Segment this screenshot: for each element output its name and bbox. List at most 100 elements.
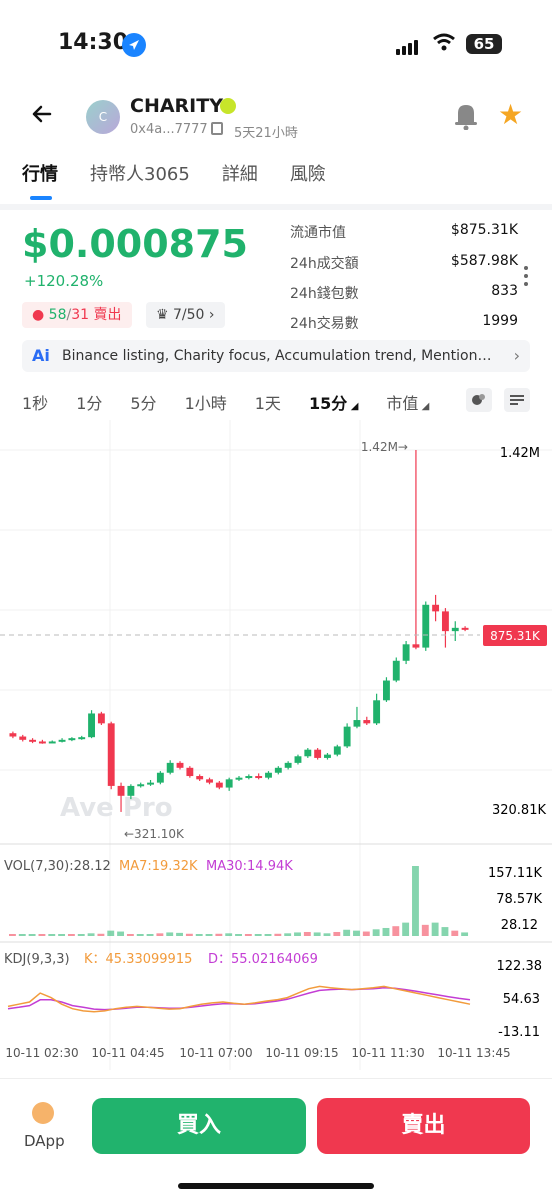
section-divider	[0, 204, 552, 210]
volume-bar	[18, 934, 26, 936]
volume-bar	[176, 932, 183, 936]
volume-bar	[235, 934, 242, 936]
candle-body	[353, 720, 361, 727]
battery-indicator: 65	[466, 34, 502, 54]
ai-icon: Ai	[32, 346, 50, 365]
interval-selector: 1秒 1分 5分 1小時 1天 15分 ◢ 市值 ◢	[22, 390, 457, 414]
candle-body	[225, 779, 233, 788]
volume-bar	[156, 933, 164, 936]
kdj-lines-group	[7, 985, 471, 1013]
tab-market[interactable]: 行情	[22, 164, 58, 185]
high-marker: 1.42M→	[361, 440, 408, 454]
copy-icon[interactable]	[211, 122, 223, 135]
candle-body	[324, 754, 331, 758]
candle-body	[9, 733, 17, 737]
candle-body	[196, 776, 204, 780]
candle-body	[206, 779, 213, 783]
tab-details[interactable]: 詳細	[221, 164, 258, 185]
volume-bar	[28, 934, 36, 936]
mode-mcap-label: 市值	[386, 394, 419, 413]
volume-bar	[372, 929, 380, 936]
token-name: CHARITY	[130, 95, 223, 117]
token-age: 5天21小時	[234, 126, 298, 141]
mode-mcap[interactable]: 市值 ◢	[386, 390, 429, 414]
volume-bar	[97, 933, 105, 936]
dapp-label[interactable]: DApp	[24, 1132, 65, 1150]
interval-1d[interactable]: 1天	[254, 394, 281, 413]
stat-label-volume: 24h成交額	[290, 256, 359, 272]
x-axis-label: 10-11 11:30	[351, 1046, 424, 1060]
volume-bar	[146, 934, 154, 936]
volume-bar	[126, 934, 134, 936]
vol-title: VOL(7,30):28.12	[4, 859, 111, 874]
favorite-star-icon[interactable]: ★	[498, 98, 524, 131]
ai-summary-bar[interactable]: Ai Binance listing, Charity focus, Accum…	[22, 340, 530, 372]
buy-count: 58	[48, 307, 67, 323]
bottom-bar-divider	[0, 1078, 552, 1079]
candle-body	[215, 782, 223, 788]
interval-15m[interactable]: 15分 ◢	[309, 390, 358, 414]
sell-suffix: 賣出	[93, 307, 122, 323]
candle-body	[48, 741, 56, 744]
candle-body	[107, 723, 115, 786]
chevron-right-icon: ›	[513, 346, 520, 365]
interval-5m[interactable]: 5分	[130, 394, 157, 413]
chevron-right-icon: ›	[208, 307, 215, 323]
volume-bar	[48, 934, 56, 936]
current-price-tag-label: 875.31K	[490, 629, 541, 643]
vol-tick-mid: 78.57K	[496, 892, 542, 907]
interval-1m[interactable]: 1分	[76, 394, 103, 413]
candle-body	[117, 785, 125, 796]
volume-bar	[225, 933, 233, 936]
current-price: $0.000875	[22, 222, 248, 266]
volume-bar	[333, 931, 341, 936]
bell-icon[interactable]	[452, 100, 480, 134]
dapp-icon[interactable]	[32, 1102, 54, 1124]
interval-1h[interactable]: 1小時	[184, 394, 227, 413]
buy-button[interactable]: 買入	[92, 1098, 306, 1154]
indicator-toggle-icon[interactable]	[466, 388, 492, 412]
volume-bar	[402, 922, 410, 936]
volume-bar	[284, 933, 292, 936]
candle-body	[245, 776, 253, 779]
sell-button[interactable]: 賣出	[317, 1098, 530, 1154]
candle-body	[38, 741, 46, 744]
low-marker: ←321.10K	[124, 827, 185, 841]
candle-body	[58, 739, 66, 742]
volume-bar	[274, 933, 282, 936]
back-arrow-icon[interactable]	[28, 100, 56, 128]
candle-body	[392, 660, 400, 681]
volume-bar	[323, 933, 331, 936]
volume-bar	[412, 866, 419, 936]
y-axis-min: 320.81K	[492, 803, 546, 818]
tab-risk[interactable]: 風險	[289, 164, 326, 185]
candles-group	[9, 450, 469, 812]
interval-1s[interactable]: 1秒	[22, 394, 49, 413]
volume-bars-group	[9, 866, 469, 936]
chart-settings-icon[interactable]	[504, 388, 530, 412]
more-vertical-icon[interactable]	[524, 266, 530, 290]
tab-active-indicator	[30, 196, 52, 200]
token-address[interactable]: 0x4a...7777	[130, 122, 208, 137]
candle-body	[156, 772, 164, 783]
candle-body	[29, 739, 37, 742]
candle-body	[373, 700, 381, 724]
token-avatar: C	[86, 100, 120, 134]
sell-count: 31	[71, 307, 90, 323]
buy-sell-badge[interactable]: ● 58/31 賣出	[22, 302, 132, 328]
wifi-icon	[432, 33, 456, 51]
stat-label-trades: 24h交易數	[290, 316, 359, 332]
tab-holders[interactable]: 持幣人3065	[90, 164, 190, 185]
candle-body	[343, 726, 351, 747]
price-chart[interactable]: Ave Pro 875.31K 1.42M 1.42M→ ←321.10K 32…	[0, 420, 552, 1070]
volume-bar	[353, 930, 360, 936]
location-arrow-icon	[122, 33, 146, 57]
candle-body	[255, 776, 263, 779]
candle-body	[314, 749, 322, 758]
volume-bar	[9, 934, 16, 936]
volume-bar	[87, 933, 95, 936]
candle-body	[137, 784, 145, 787]
volume-bar	[451, 930, 459, 936]
stat-value-wallets: 833	[491, 283, 518, 299]
rank-badge[interactable]: ♛ 7/50 ›	[146, 302, 225, 328]
